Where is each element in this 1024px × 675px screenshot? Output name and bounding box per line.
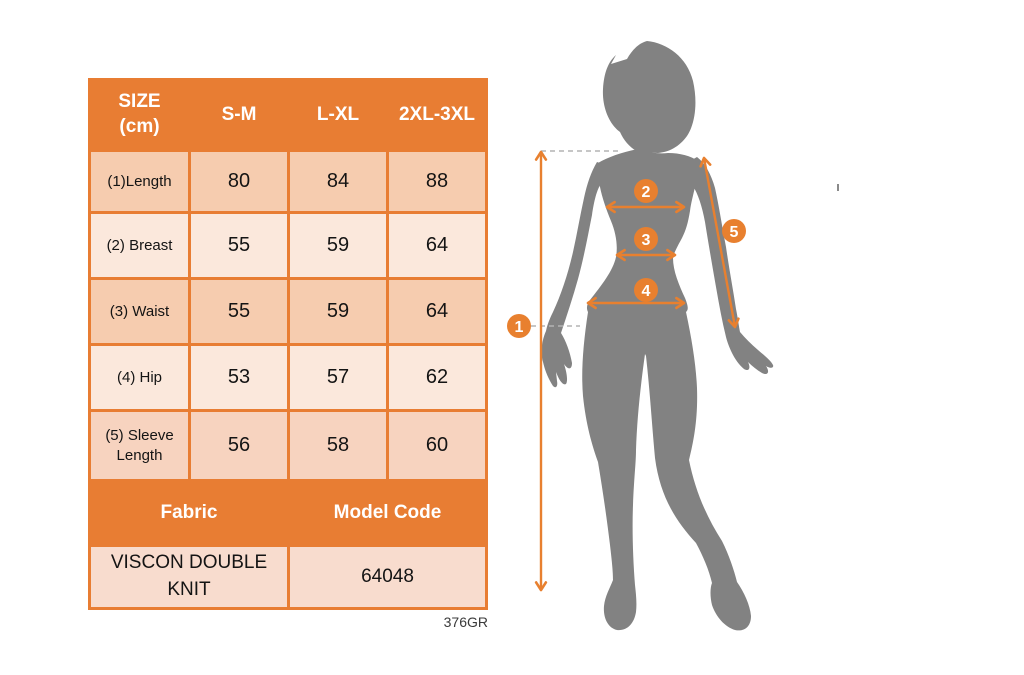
value-cell: 57 <box>290 346 386 409</box>
row-label-hip: (4) Hip <box>91 346 188 409</box>
value-cell: 59 <box>290 214 386 277</box>
value-cell: 84 <box>290 152 386 211</box>
sleeve-arrow <box>699 156 740 329</box>
marker-5-label: 5 <box>730 224 739 241</box>
measurement-figure: 1 2 3 4 5 <box>507 41 839 631</box>
size-table: SIZE (cm) S-M L-XL 2XL-3XL (1)Length 80 … <box>88 78 488 610</box>
value-cell: 55 <box>191 214 287 277</box>
silhouette-torso-legs <box>582 149 751 631</box>
value-cell: 58 <box>290 412 386 479</box>
marker-2-circle <box>634 179 658 203</box>
value-cell: 62 <box>389 346 485 409</box>
column-header-sm: S-M <box>191 81 287 149</box>
value-cell: 56 <box>191 412 287 479</box>
silhouette-head <box>602 41 696 153</box>
value-cell: 60 <box>389 412 485 479</box>
marker-3-label: 3 <box>642 232 651 249</box>
value-cell: 80 <box>191 152 287 211</box>
row-label-length: (1)Length <box>91 152 188 211</box>
value-cell: 88 <box>389 152 485 211</box>
size-unit-header-line1: SIZE <box>118 91 161 113</box>
marker-4-label: 4 <box>642 283 651 300</box>
marker-4-circle <box>634 278 658 302</box>
measurement-markers: 1 2 3 4 5 <box>507 179 746 338</box>
value-cell: 64 <box>389 280 485 343</box>
row-label-sleeve-length: (5) Sleeve Length <box>91 412 188 479</box>
silhouette-right-arm <box>689 157 774 375</box>
silhouette-left-arm <box>541 162 602 388</box>
fabric-value: VISCON DOUBLE KNIT <box>91 547 287 607</box>
marker-1-label: 1 <box>515 319 524 336</box>
row-label-breast: (2) Breast <box>91 214 188 277</box>
size-unit-header: SIZE (cm) <box>91 81 188 149</box>
value-cell: 53 <box>191 346 287 409</box>
model-code-header: Model Code <box>290 482 485 544</box>
column-header-2xl3xl: 2XL-3XL <box>389 81 485 149</box>
fabric-header: Fabric <box>91 482 287 544</box>
marker-1-circle <box>507 314 531 338</box>
female-silhouette <box>541 41 774 631</box>
value-cell: 55 <box>191 280 287 343</box>
value-cell: 59 <box>290 280 386 343</box>
model-code-value: 64048 <box>290 547 485 607</box>
marker-5-circle <box>722 219 746 243</box>
value-cell: 64 <box>389 214 485 277</box>
row-label-waist: (3) Waist <box>91 280 188 343</box>
column-header-lxl: L-XL <box>290 81 386 149</box>
size-unit-header-line2: (cm) <box>119 116 160 137</box>
weight-note: 376GR <box>443 614 488 630</box>
marker-3-circle <box>634 227 658 251</box>
stray-mark <box>837 184 839 191</box>
marker-2-label: 2 <box>642 184 651 201</box>
